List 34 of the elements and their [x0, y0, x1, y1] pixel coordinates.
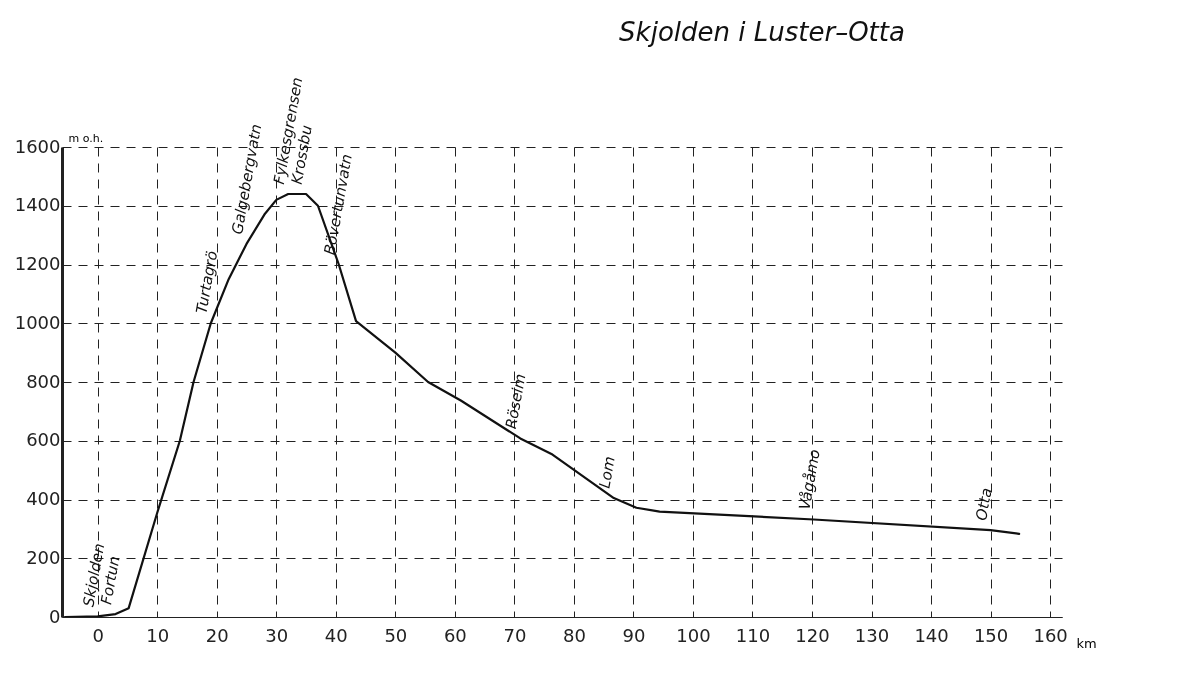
x-tick-label: 80 [562, 624, 586, 646]
annotation: Lom [595, 455, 619, 490]
y-tick-label: 600 [26, 429, 61, 451]
y-tick-label: 800 [26, 370, 61, 392]
x-tick-label: 40 [324, 624, 348, 646]
x-tick-label: 150 [973, 624, 1009, 646]
y-tick-label: 1200 [14, 253, 61, 274]
x-tick-label: 70 [503, 624, 527, 646]
x-tick-label: 50 [384, 624, 408, 646]
y-tick-label: 1600 [14, 135, 61, 157]
x-tick-label: 90 [622, 624, 646, 646]
x-axis-title: km [1076, 635, 1097, 651]
x-tick-label: 140 [914, 624, 949, 646]
annotation: Turtagrö [192, 249, 222, 316]
y-tick-label: 400 [26, 488, 61, 509]
x-tick-label: 20 [205, 624, 229, 646]
x-tick-label: 110 [735, 624, 771, 646]
chart-title: Skjolden i Luster–Otta [619, 17, 905, 48]
annotation: Vågåmo [795, 448, 824, 512]
y-tick-label: 1400 [14, 194, 61, 216]
x-tick-label: 130 [854, 624, 890, 646]
x-tick-label: 100 [676, 624, 711, 646]
x-tick-label: 160 [1033, 624, 1068, 646]
annotation: Otta [972, 486, 996, 522]
annotation: Röseim [502, 372, 530, 431]
y-axis-title: m o.h. [68, 131, 104, 145]
x-tick-label: 30 [265, 624, 289, 646]
y-tick-label: 200 [26, 546, 61, 568]
x-tick-label: 120 [795, 624, 830, 646]
x-tick-label: 0 [92, 624, 104, 646]
x-tick-label: 60 [443, 624, 467, 646]
y-tick-label: 1000 [14, 311, 61, 333]
y-tick-label: 0 [49, 605, 61, 627]
x-tick-label: 10 [146, 624, 170, 646]
